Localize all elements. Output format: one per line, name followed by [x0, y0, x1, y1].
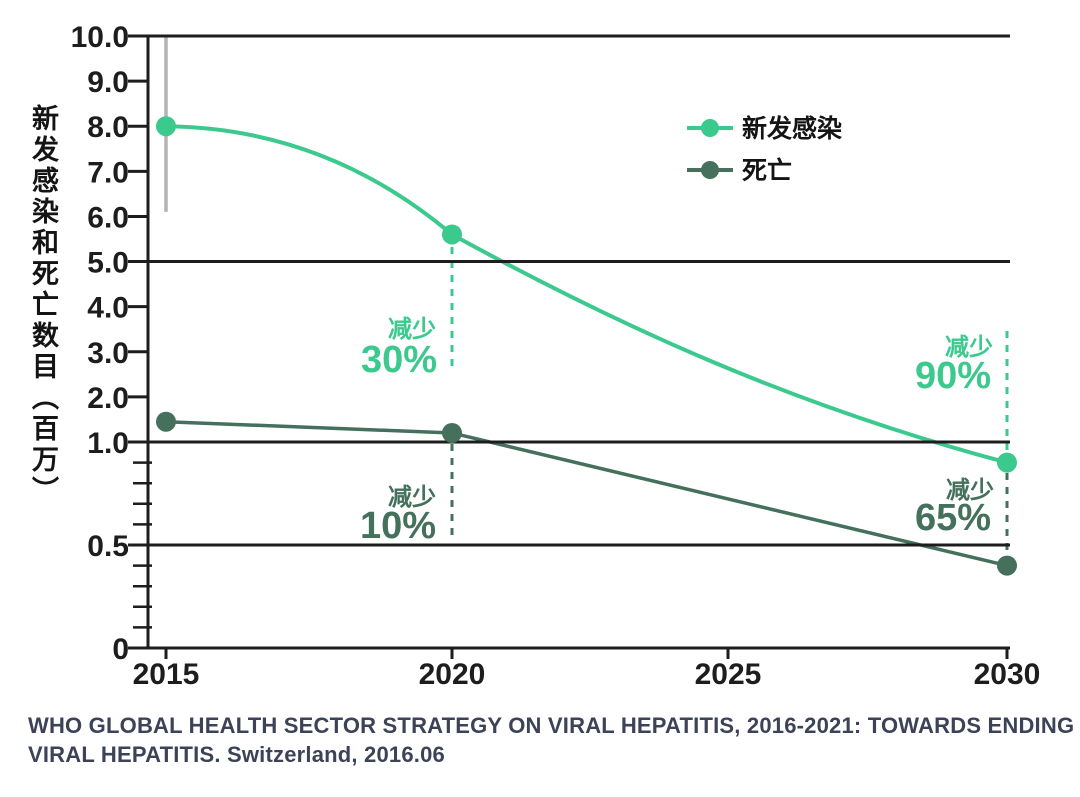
- y-axis-title: 新发感染和死亡数目（百万）: [28, 104, 58, 507]
- legend-label-deaths: 死亡: [742, 156, 792, 185]
- annotation-label-65%: 减少: [946, 477, 994, 504]
- annotation-value-10%: 10%: [360, 505, 436, 547]
- y-tick-label: 9.0: [87, 66, 129, 99]
- line-new-infections: [165, 124, 1008, 465]
- annotation-label-90%: 减少: [945, 334, 993, 361]
- y-tick-label: 3.0: [87, 337, 129, 370]
- y-tick-label: 8.0: [87, 111, 129, 144]
- caption-line-1: WHO GLOBAL HEALTH SECTOR STRATEGY ON VIR…: [28, 713, 1075, 738]
- x-tick-label: 2030: [974, 658, 1041, 691]
- point-deaths-2020: [442, 422, 462, 443]
- x-tick-label: 2025: [695, 658, 762, 691]
- point-new-infections-2015: [156, 116, 176, 137]
- annotation-label-30%: 减少: [388, 316, 436, 343]
- point-new-infections-2020: [442, 224, 462, 245]
- y-tick-label: 0: [112, 633, 129, 666]
- legend-label-new-infections: 新发感染: [742, 114, 842, 143]
- y-tick-label: 5.0: [87, 247, 129, 280]
- caption-line-2: VIRAL HEPATITIS. Switzerland, 2016.06: [28, 742, 445, 767]
- annotation-value-65%: 65%: [915, 497, 991, 539]
- point-deaths-2015: [156, 411, 176, 432]
- legend-marker-deaths: [701, 161, 719, 179]
- x-tick-label: 2020: [419, 658, 486, 691]
- legend-item-deaths: 死亡: [687, 156, 792, 185]
- y-tick-label: 2.0: [87, 382, 129, 415]
- x-tick-label: 2015: [133, 658, 200, 691]
- y-tick-label: 10.0: [71, 21, 129, 54]
- legend-marker-new-infections: [701, 119, 719, 137]
- y-tick-label: 0.5: [87, 530, 129, 563]
- annotation-label-10%: 减少: [388, 484, 436, 511]
- y-tick-label: 1.0: [87, 427, 129, 460]
- source-caption: WHO GLOBAL HEALTH SECTOR STRATEGY ON VIR…: [28, 711, 1074, 769]
- annotation-value-90%: 90%: [915, 355, 991, 397]
- y-tick-label: 7.0: [87, 156, 129, 189]
- annotation-value-30%: 30%: [361, 339, 437, 381]
- y-tick-label: 4.0: [87, 292, 129, 325]
- point-new-infections-2030: [997, 452, 1017, 473]
- legend-item-new-infections: 新发感染: [687, 114, 842, 143]
- y-tick-label: 6.0: [87, 201, 129, 234]
- point-deaths-2030: [997, 555, 1017, 576]
